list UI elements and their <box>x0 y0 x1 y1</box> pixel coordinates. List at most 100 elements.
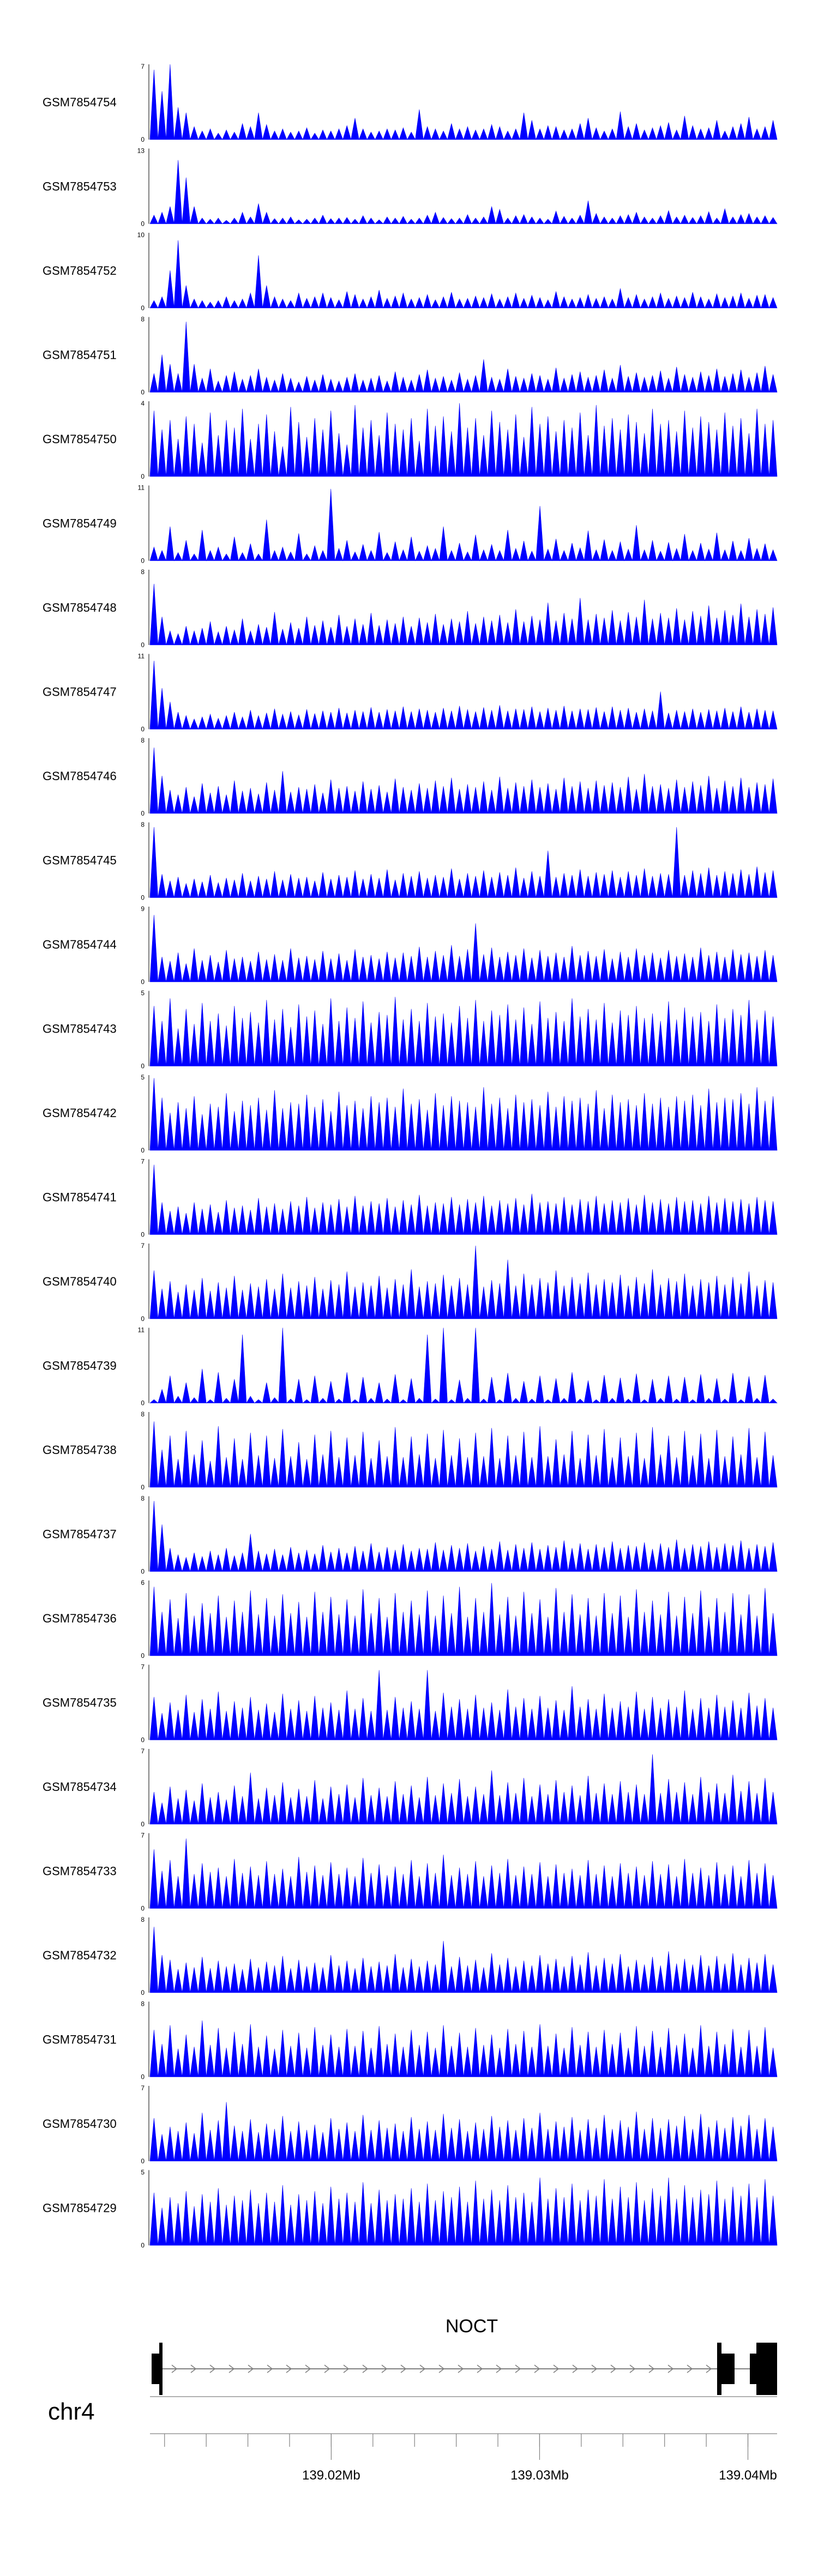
strand-arrow <box>648 2364 655 2373</box>
gene-name: NOCT <box>446 2316 498 2337</box>
track-label: GSM7854739 <box>43 1359 117 1373</box>
track-label: GSM7854744 <box>43 938 117 951</box>
track-label: GSM7854733 <box>43 1865 117 1878</box>
coverage-track-GSM7854733 <box>149 1838 778 1909</box>
track-ymin-label: 0 <box>141 1905 145 1913</box>
track-label: GSM7854745 <box>43 854 117 867</box>
track-ymax-label: 8 <box>141 821 145 829</box>
coverage-track-GSM7854737 <box>149 1501 778 1572</box>
track-ymin-label: 0 <box>141 220 145 228</box>
track-label: GSM7854741 <box>43 1191 117 1204</box>
track-ymin-label: 0 <box>141 1820 145 1828</box>
coverage-track-GSM7854746 <box>149 747 778 814</box>
strand-arrow <box>190 2364 197 2373</box>
track-ymax-label: 10 <box>137 231 145 239</box>
strand-arrow <box>286 2364 292 2373</box>
track-label: GSM7854752 <box>43 264 117 277</box>
track-ymax-label: 13 <box>137 147 145 155</box>
track-ymax-label: 5 <box>141 1073 145 1081</box>
track-ymin-label: 0 <box>141 2073 145 2081</box>
track-label: GSM7854749 <box>43 517 117 530</box>
track-ymin-label: 0 <box>141 1315 145 1323</box>
strand-arrow <box>534 2364 540 2373</box>
track-ymin-label: 0 <box>141 1231 145 1239</box>
track-ymax-label: 8 <box>141 1916 145 1923</box>
track-ymax-label: 8 <box>141 1410 145 1418</box>
coverage-track-GSM7854745 <box>149 827 778 898</box>
track-ymin-label: 0 <box>141 726 145 733</box>
strand-arrow <box>706 2364 712 2373</box>
track-label: GSM7854748 <box>43 601 117 614</box>
track-ymax-label: 7 <box>141 63 145 70</box>
track-ymin-label: 0 <box>141 1568 145 1576</box>
track-ymax-label: 11 <box>138 484 145 492</box>
coverage-track-GSM7854736 <box>149 1583 778 1656</box>
coverage-track-GSM7854735 <box>149 1670 778 1740</box>
strand-arrow <box>687 2364 693 2373</box>
axis-tick-label: 139.04Mb <box>719 2468 777 2483</box>
strand-arrow <box>553 2364 560 2373</box>
coverage-track-GSM7854754 <box>149 64 778 141</box>
track-label: GSM7854730 <box>43 2117 117 2131</box>
track-label: GSM7854736 <box>43 1612 117 1625</box>
coverage-track-GSM7854748 <box>149 583 778 646</box>
track-label: GSM7854740 <box>43 1275 117 1288</box>
strand-arrow <box>515 2364 521 2373</box>
track-ymin-label: 0 <box>141 894 145 902</box>
track-ymin-label: 0 <box>141 1147 145 1154</box>
gene-exon <box>159 2343 163 2395</box>
track-ymin-label: 0 <box>141 1652 145 1660</box>
strand-arrow <box>324 2364 330 2373</box>
track-ymin-label: 0 <box>141 473 145 480</box>
strand-arrow <box>400 2364 407 2373</box>
track-ymax-label: 8 <box>141 737 145 744</box>
strand-arrow <box>496 2364 502 2373</box>
track-ymax-label: 11 <box>138 653 145 660</box>
track-ymin-label: 0 <box>141 810 145 817</box>
strand-arrow <box>171 2364 178 2373</box>
strand-arrow <box>343 2364 350 2373</box>
coverage-track-GSM7854730 <box>149 2102 778 2162</box>
track-ymax-label: 9 <box>141 905 145 913</box>
gene-exon <box>152 2354 159 2384</box>
coverage-track-GSM7854743 <box>149 997 778 1066</box>
coverage-track-GSM7854740 <box>149 1245 778 1319</box>
coverage-track-GSM7854750 <box>149 403 778 477</box>
axis-tick-label: 139.02Mb <box>302 2468 360 2483</box>
track-label: GSM7854743 <box>43 1022 117 1036</box>
strand-arrow <box>629 2364 636 2373</box>
track-ymax-label: 8 <box>141 568 145 576</box>
track-label: GSM7854731 <box>43 2033 117 2047</box>
track-ymax-label: 7 <box>141 1242 145 1250</box>
track-label: GSM7854747 <box>43 685 117 699</box>
track-ymax-label: 7 <box>141 1158 145 1166</box>
coverage-track-GSM7854749 <box>149 488 778 562</box>
strand-arrow <box>362 2364 369 2373</box>
strand-arrow <box>572 2364 579 2373</box>
track-label: GSM7854738 <box>43 1443 117 1457</box>
track-ymax-label: 4 <box>141 400 145 407</box>
strand-arrow <box>305 2364 311 2373</box>
track-ymin-label: 0 <box>141 2157 145 2165</box>
track-label: GSM7854735 <box>43 1696 117 1710</box>
track-ymax-label: 8 <box>141 316 145 323</box>
track-ymin-label: 0 <box>141 1399 145 1407</box>
strand-arrow <box>381 2364 388 2373</box>
gene-exon <box>750 2354 756 2384</box>
track-label: GSM7854734 <box>43 1780 117 1794</box>
gene-exon <box>717 2343 721 2395</box>
track-label: GSM7854753 <box>43 180 117 194</box>
track-label: GSM7854729 <box>43 2201 117 2215</box>
track-ymin-label: 0 <box>141 978 145 986</box>
track-label: GSM7854732 <box>43 1948 117 1962</box>
track-ymin-label: 0 <box>141 304 145 312</box>
track-ymin-label: 0 <box>141 389 145 396</box>
track-ymax-label: 5 <box>141 990 145 997</box>
coverage-track-GSM7854729 <box>149 2177 778 2246</box>
track-ymax-label: 7 <box>141 1663 145 1671</box>
track-label: GSM7854754 <box>43 95 117 109</box>
track-ymin-label: 0 <box>141 1989 145 1996</box>
strand-arrow <box>438 2364 445 2373</box>
